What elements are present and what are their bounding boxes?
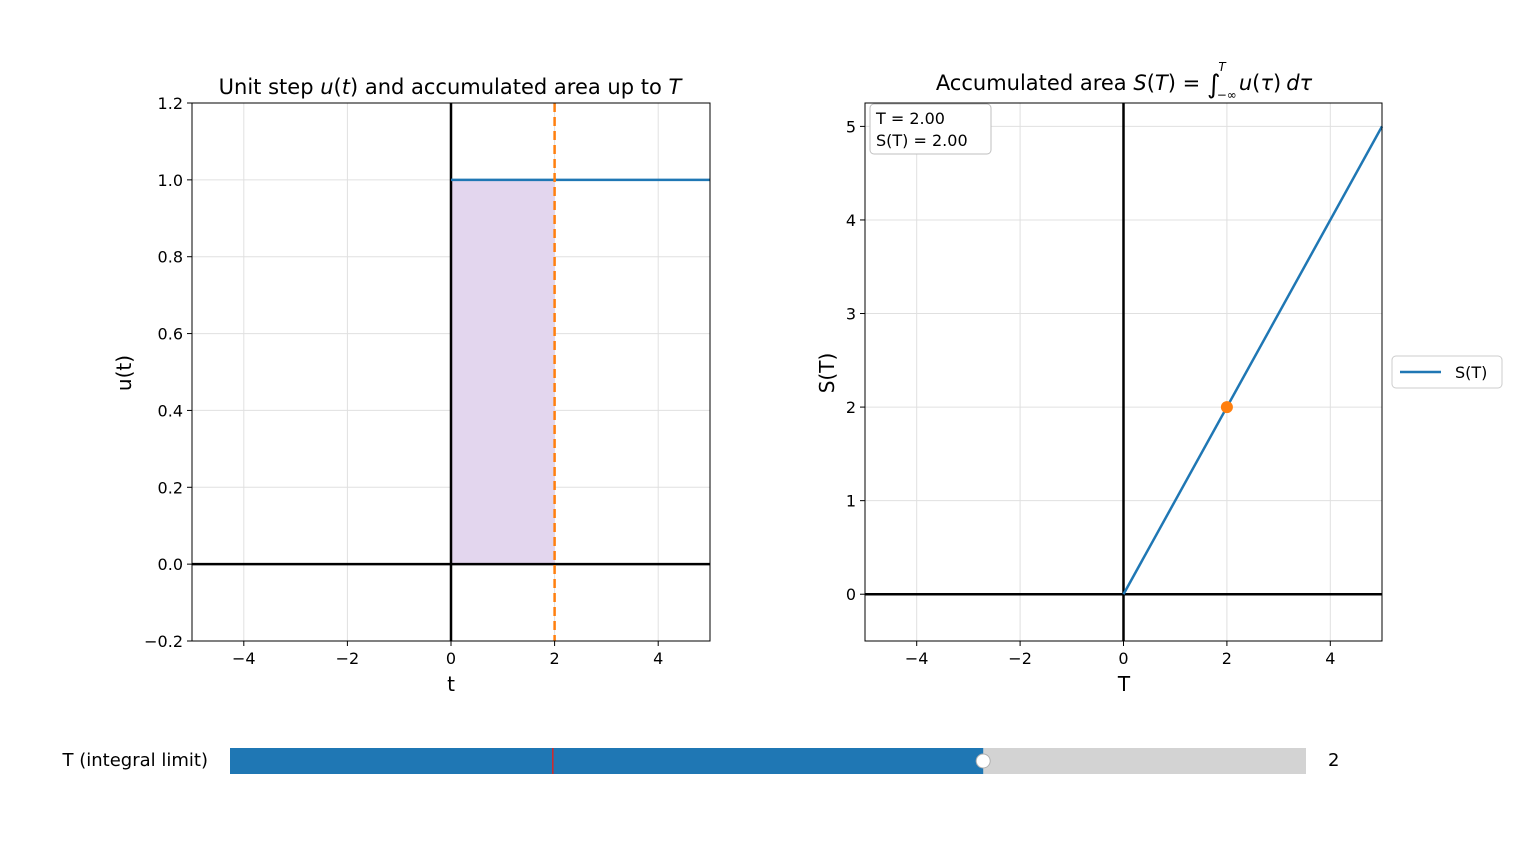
info-box-t-value: T = 2.00 bbox=[875, 109, 945, 128]
step-chart-y-tick-label: 0.8 bbox=[158, 248, 183, 267]
step-chart-y-label: u(t) bbox=[112, 355, 136, 391]
step-chart-y-tick-label: 0.2 bbox=[158, 478, 183, 497]
area-chart-x-tick-label: 0 bbox=[1118, 649, 1128, 668]
step-chart-y-tick-label: 0.0 bbox=[158, 555, 183, 574]
info-box-s-value: S(T) = 2.00 bbox=[876, 131, 968, 150]
area-chart-x-tick-label: −2 bbox=[1008, 649, 1032, 668]
accumulated-area bbox=[451, 179, 555, 565]
area-chart-marks bbox=[865, 103, 1384, 641]
area-chart-x-ticks: −4 −2 0 2 4 bbox=[905, 641, 1335, 668]
area-chart-y-tick-label: 3 bbox=[846, 305, 856, 324]
step-chart-title: Unit step u(t) and accumulated area up t… bbox=[219, 75, 684, 99]
step-chart-marks bbox=[192, 103, 710, 641]
step-chart-y-tick-label: −0.2 bbox=[144, 632, 183, 651]
accumulated-area-line bbox=[1122, 125, 1384, 595]
step-chart-x-tick-label: 0 bbox=[446, 649, 456, 668]
area-chart-y-tick-label: 1 bbox=[846, 492, 856, 511]
legend-frame bbox=[1391, 355, 1503, 389]
slider-label: T (integral limit) bbox=[62, 750, 208, 771]
step-chart-x-tick-label: −4 bbox=[232, 649, 256, 668]
step-chart-y-tick-label: 1.0 bbox=[158, 171, 183, 190]
area-chart-y-tick-label: 4 bbox=[846, 211, 856, 230]
area-chart-x-label: T bbox=[1117, 672, 1131, 696]
area-chart-x-tick-label: 4 bbox=[1325, 649, 1335, 668]
current-point-marker bbox=[1220, 401, 1233, 414]
step-chart-x-ticks: −4 −2 0 2 4 bbox=[232, 641, 663, 668]
area-chart-y-tick-label: 0 bbox=[846, 585, 856, 604]
area-chart-y-label: S(T) bbox=[815, 353, 839, 394]
step-chart: Unit step u(t) and accumulated area up t… bbox=[112, 75, 711, 696]
area-chart-x-tick-label: −4 bbox=[905, 649, 929, 668]
step-chart-x-tick-label: 4 bbox=[653, 649, 663, 668]
area-chart-y-tick-label: 2 bbox=[846, 398, 856, 417]
info-box-frame bbox=[869, 103, 992, 155]
area-chart-y-tick-label: 5 bbox=[846, 117, 856, 136]
step-chart-y-ticks: −0.2 0.0 0.2 0.4 0.6 0.8 1.0 1.2 bbox=[144, 94, 192, 651]
step-chart-y-tick-label: 0.6 bbox=[158, 325, 183, 344]
step-chart-x-tick-label: 2 bbox=[550, 649, 560, 668]
area-chart: Accumulated area S(T) = ∫T −∞u(τ) dτ −4 −2 0… bbox=[815, 60, 1503, 696]
slider-fill[interactable] bbox=[230, 748, 984, 774]
step-chart-y-tick-label: 0.4 bbox=[158, 401, 183, 420]
area-chart-title: Accumulated area S(T) = ∫T −∞u(τ) dτ bbox=[936, 60, 1313, 102]
legend: S(T) bbox=[1391, 355, 1503, 389]
area-chart-y-ticks: 0 1 2 3 4 5 bbox=[846, 117, 865, 604]
t-slider[interactable]: T (integral limit) 2 bbox=[62, 748, 1340, 774]
slider-handle[interactable] bbox=[975, 753, 991, 769]
legend-label: S(T) bbox=[1455, 363, 1487, 382]
step-chart-x-tick-label: −2 bbox=[336, 649, 360, 668]
step-chart-y-tick-label: 1.2 bbox=[158, 94, 183, 113]
area-chart-x-tick-label: 2 bbox=[1222, 649, 1232, 668]
slider-value: 2 bbox=[1328, 750, 1339, 771]
info-box: T = 2.00 S(T) = 2.00 bbox=[869, 103, 992, 155]
step-chart-x-label: t bbox=[447, 672, 455, 696]
